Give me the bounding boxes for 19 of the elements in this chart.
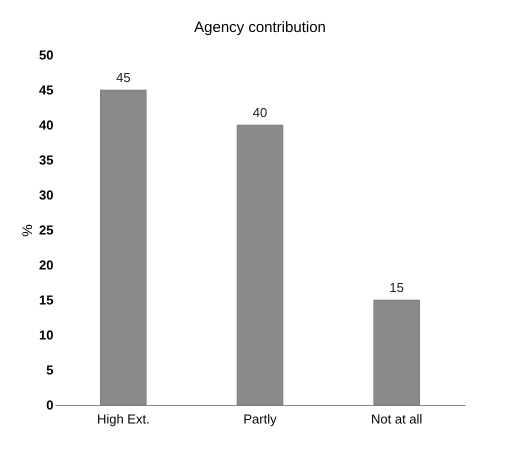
y-tick-label: 0 <box>46 398 54 412</box>
y-tick-label: 25 <box>39 222 54 238</box>
y-tick-label: 30 <box>39 188 54 202</box>
x-tick-label: Not at all <box>371 412 422 426</box>
y-tick-label: 45 <box>39 82 54 98</box>
data-label: 15 <box>389 280 404 295</box>
y-tick-label: 10 <box>39 328 54 342</box>
chart-title: Agency contribution <box>194 19 326 36</box>
y-tick-label: 50 <box>39 48 54 62</box>
data-label: 45 <box>116 70 131 85</box>
y-tick-label: 35 <box>39 152 54 168</box>
y-tick-label: 40 <box>39 118 54 132</box>
y-axis-title: % <box>19 224 36 237</box>
y-tick-label: 5 <box>46 362 54 378</box>
y-tick-label: 15 <box>39 292 54 308</box>
data-label: 40 <box>252 105 268 120</box>
y-tick-label: 20 <box>39 258 54 272</box>
x-tick-label: Partly <box>243 412 278 426</box>
x-tick-label: High Ext. <box>96 412 150 426</box>
